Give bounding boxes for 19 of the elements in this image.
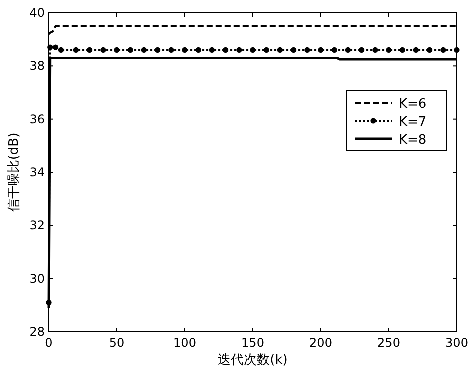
x-axis-title: 迭代次数(k) [218,353,288,368]
x-tick-label: 200 [310,336,332,350]
legend-label: K=6 [399,97,427,112]
y-tick-label: 32 [30,218,45,233]
y-tick-label: 34 [30,166,45,180]
y-tick-label: 38 [30,59,45,74]
legend-label: K=8 [399,133,427,148]
y-tick-label: 36 [30,112,45,126]
legend-label: K=7 [399,115,427,130]
x-tick-label: 50 [109,336,125,350]
x-tick-label: 100 [174,336,196,350]
x-tick-label: 150 [242,336,264,350]
y-tick-label: 30 [30,272,45,286]
y-tick-label: 28 [30,325,45,339]
x-tick-label: 250 [378,336,400,350]
y-tick-label: 40 [30,6,45,20]
x-tick-label: 0 [45,336,53,350]
x-tick-label: 300 [446,336,468,350]
y-axis-title: 信干噪比(dB) [7,132,22,212]
